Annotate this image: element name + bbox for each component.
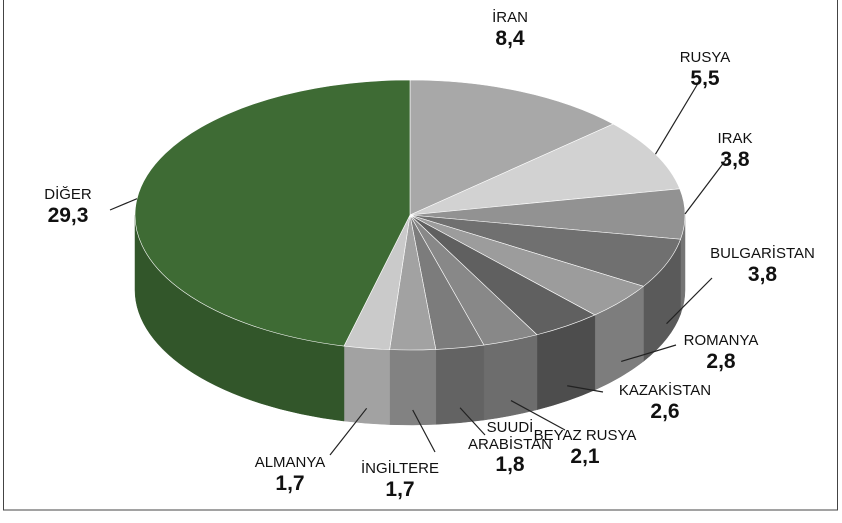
slice	[409, 123, 681, 216]
category-label: SUUDİ ARABİSTAN	[468, 419, 552, 453]
value-label: 5,5	[690, 66, 720, 90]
slice-label: DİĞER 29,3	[28, 186, 108, 227]
category-label: KAZAKİSTAN	[618, 382, 712, 399]
slice-label: ROMANYA 2,8	[676, 332, 766, 373]
leader-line	[666, 277, 713, 325]
category-label: DİĞER	[44, 186, 92, 203]
slice	[409, 79, 614, 216]
slice-label: İNGİLTERE 1,7	[355, 460, 445, 501]
category-label: RUSYA	[679, 49, 731, 66]
slice-side	[483, 334, 538, 421]
leader-line	[109, 198, 138, 211]
slice-side	[435, 344, 485, 425]
value-label: 8,4	[495, 26, 525, 50]
slice-label: KAZAKİSTAN 2,6	[610, 382, 720, 423]
leader-line	[684, 156, 729, 215]
category-label: ROMANYA	[683, 332, 759, 349]
slice-label: BEYAZ RUSYA 2,1	[530, 427, 640, 468]
category-label: IRAK	[717, 130, 753, 147]
value-label: 1,7	[275, 471, 305, 495]
leader-line	[510, 400, 566, 431]
slice-label: SUUDİ ARABİSTAN 1,8	[465, 419, 555, 476]
slice-label: BULGARİSTAN 3,8	[700, 245, 825, 286]
slice-label: ALMANYA 1,7	[245, 454, 335, 495]
value-label: 3,8	[747, 262, 778, 286]
value-label: 2,6	[650, 399, 680, 423]
category-label: İRAN	[492, 9, 528, 26]
value-label: 1,7	[385, 477, 415, 501]
category-label: BEYAZ RUSYA	[533, 427, 637, 444]
leader-line	[621, 344, 677, 363]
slice-label: RUSYA 5,5	[670, 49, 740, 90]
slice-side	[389, 349, 437, 426]
slice-label: IRAK 3,8	[705, 130, 765, 171]
value-label: 2,8	[706, 349, 736, 373]
slice-label: İRAN 8,4	[470, 9, 550, 50]
frame	[3, 0, 838, 511]
value-label: 2,1	[570, 444, 600, 468]
category-label: ALMANYA	[254, 454, 326, 471]
slice-side	[343, 345, 390, 425]
leader-line	[412, 409, 436, 453]
value-label: 3,8	[720, 147, 750, 171]
leader-line	[329, 407, 368, 456]
leader-line	[654, 79, 701, 155]
value-label: 1,8	[495, 453, 525, 476]
category-label: BULGARİSTAN	[710, 245, 815, 262]
leader-line	[567, 385, 604, 393]
category-label: İNGİLTERE	[360, 460, 440, 477]
leader-line	[459, 407, 486, 436]
value-label: 29,3	[47, 203, 89, 227]
